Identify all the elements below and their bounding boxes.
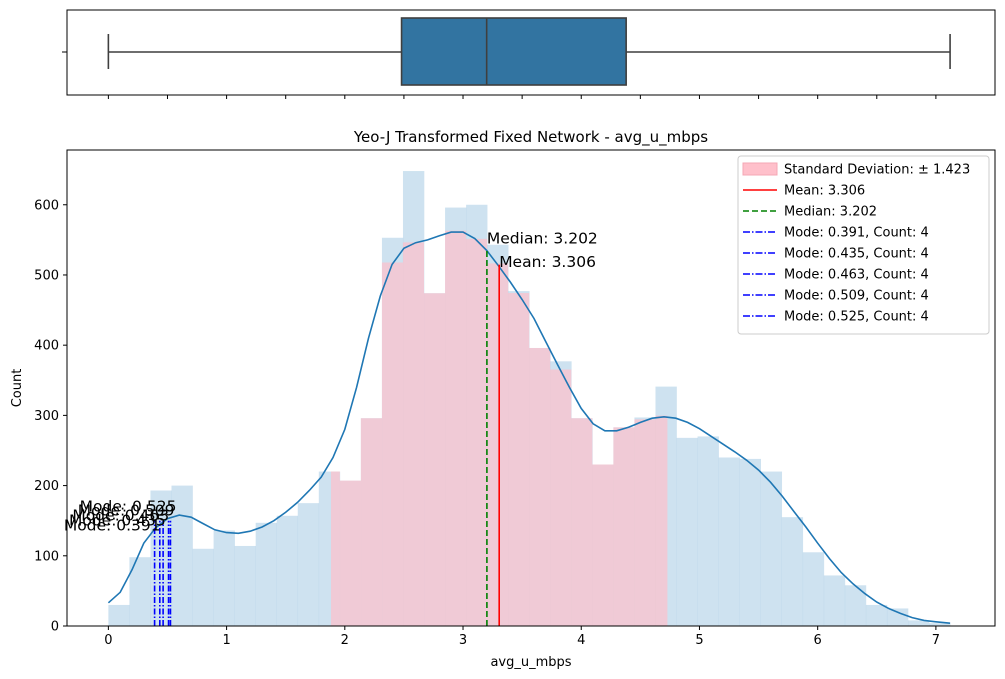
x-tick-label: 7 bbox=[932, 633, 940, 648]
histogram-bar bbox=[802, 552, 825, 626]
histogram-bar bbox=[297, 503, 320, 626]
median-annotation: Median: 3.202 bbox=[487, 230, 598, 248]
mode-annotation: Mode: 0.509 bbox=[78, 502, 175, 520]
x-tick-label: 1 bbox=[222, 633, 230, 648]
histogram-bar bbox=[213, 530, 235, 626]
y-tick-label: 100 bbox=[34, 549, 59, 564]
legend-label: Mode: 0.525, Count: 4 bbox=[784, 310, 929, 325]
histogram-bar bbox=[907, 620, 930, 626]
x-tick-label: 6 bbox=[814, 633, 822, 648]
y-tick-label: 400 bbox=[34, 339, 59, 354]
histogram-bar bbox=[844, 585, 867, 626]
histogram-bar bbox=[276, 515, 299, 626]
histogram-bar bbox=[823, 575, 846, 626]
histogram-bar bbox=[886, 608, 909, 626]
legend-label: Mode: 0.509, Count: 4 bbox=[784, 289, 929, 304]
y-tick-label: 200 bbox=[34, 479, 59, 494]
x-axis-label: avg_u_mbps bbox=[490, 655, 571, 670]
y-axis-label: Count bbox=[10, 369, 25, 408]
histogram-bar bbox=[760, 471, 783, 626]
histogram-bar bbox=[865, 604, 888, 626]
boxplot-x-ticks bbox=[107, 95, 937, 99]
x-tick-label: 5 bbox=[695, 633, 703, 648]
y-tick-label: 600 bbox=[34, 198, 59, 213]
mean-annotation: Mean: 3.306 bbox=[499, 253, 596, 271]
legend-label: Mode: 0.463, Count: 4 bbox=[784, 268, 929, 283]
x-tick-label: 3 bbox=[459, 633, 467, 648]
histogram-bar bbox=[192, 548, 214, 626]
legend-label: Mode: 0.435, Count: 4 bbox=[784, 247, 929, 262]
x-tick-label: 2 bbox=[341, 633, 349, 648]
histogram-bar bbox=[676, 437, 698, 626]
histogram-bar bbox=[739, 458, 761, 626]
y-tick-label: 500 bbox=[34, 268, 59, 283]
histogram-bar bbox=[781, 517, 804, 626]
histogram-bar bbox=[697, 436, 719, 626]
legend: Standard Deviation: ± 1.423 Mean: 3.306 Me… bbox=[737, 155, 990, 335]
y-axis-ticks: 0 100 200 300 400 500 600 bbox=[34, 198, 67, 635]
histogram-bar bbox=[929, 623, 951, 626]
legend-label: Mean: 3.306 bbox=[784, 184, 865, 199]
legend-label: Mode: 0.391, Count: 4 bbox=[784, 226, 929, 241]
histogram-frame bbox=[66, 149, 996, 627]
mode-annotation: Mode: 0.525 bbox=[80, 498, 177, 516]
histogram-bar bbox=[171, 485, 193, 626]
legend-label: Standard Deviation: ± 1.423 bbox=[784, 163, 970, 178]
mode-annotation: Mode: 0.435 bbox=[69, 512, 166, 530]
chart-title: Yeo-J Transformed Fixed Network - avg_u_… bbox=[353, 128, 708, 147]
boxplot-box bbox=[400, 17, 627, 86]
mode-annotation: Mode: 0.391 bbox=[64, 517, 161, 535]
x-tick-label: 0 bbox=[104, 633, 112, 648]
histogram-axes: Yeo-J Transformed Fixed Network - avg_u_… bbox=[10, 128, 996, 670]
histogram-bar bbox=[108, 604, 130, 626]
legend-label: Median: 3.202 bbox=[784, 205, 877, 220]
x-tick-label: 4 bbox=[577, 633, 585, 648]
histogram-bar bbox=[129, 557, 151, 626]
boxplot bbox=[107, 17, 951, 86]
boxplot-axes bbox=[62, 9, 996, 99]
legend-std-swatch bbox=[742, 162, 778, 176]
y-tick-label: 300 bbox=[34, 409, 59, 424]
histogram-bar bbox=[234, 545, 256, 626]
histogram-bar bbox=[255, 522, 278, 626]
legend-frame bbox=[737, 155, 990, 335]
mode-annotation: Mode: 0.463 bbox=[72, 507, 169, 525]
y-tick-label: 0 bbox=[51, 620, 59, 635]
histogram-bar bbox=[150, 490, 172, 626]
kde-curve bbox=[107, 231, 951, 624]
histogram-bar bbox=[718, 457, 740, 626]
x-axis-ticks: 0 1 2 3 4 5 6 7 bbox=[104, 626, 940, 648]
